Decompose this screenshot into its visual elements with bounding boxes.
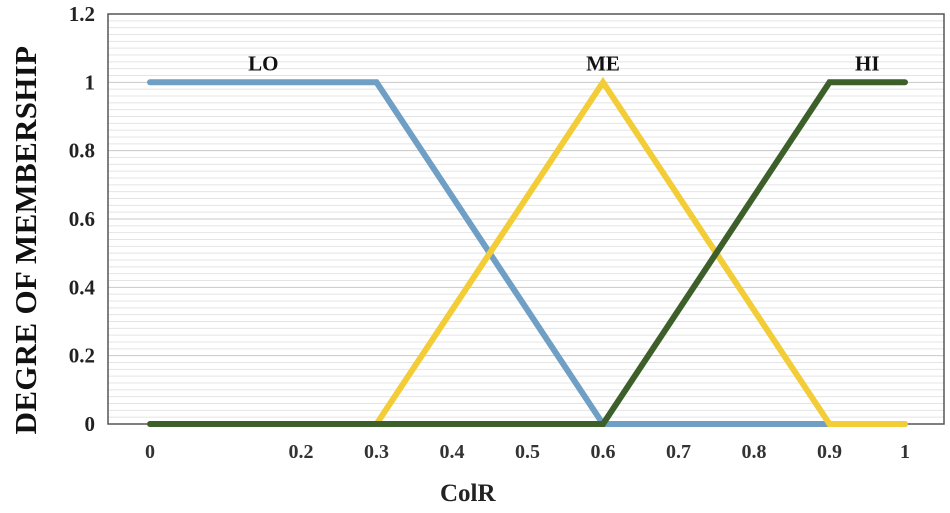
x-tick-label: 0.3 <box>364 441 389 463</box>
series-label-lo: LO <box>248 51 278 75</box>
y-axis-ticks: 0 0.2 0.4 0.6 0.8 1 1.2 <box>69 2 96 436</box>
x-tick-label: 0.8 <box>742 441 767 463</box>
series-lines <box>147 76 908 427</box>
y-tick-label: 0.8 <box>69 139 95 163</box>
x-tick-label: 1 <box>900 441 910 463</box>
y-tick-label: 1.2 <box>69 2 95 26</box>
x-tick-label: 0.5 <box>515 441 540 463</box>
y-tick-label: 0.2 <box>69 344 95 368</box>
series-line-hi <box>147 79 908 427</box>
x-tick-label: 0 <box>145 441 155 463</box>
x-tick-label: 0.6 <box>591 441 616 463</box>
series-label-me: ME <box>586 51 620 75</box>
x-axis-label: ColR <box>440 480 496 507</box>
x-tick-label: 0.2 <box>289 441 314 463</box>
grid-lines <box>108 20 944 418</box>
series-label-hi: HI <box>855 51 880 75</box>
y-axis-label: DEGRE OF MEMBERSHIP <box>8 45 43 435</box>
x-tick-label: 0.4 <box>440 441 465 463</box>
series-labels: LO ME HI <box>248 51 879 75</box>
x-tick-label: 0.7 <box>666 441 691 463</box>
x-axis-ticks: 0 0.2 0.3 0.4 0.5 0.6 0.7 0.8 0.9 1 <box>145 441 910 463</box>
x-tick-label: 0.9 <box>817 441 842 463</box>
y-tick-label: 1 <box>85 70 96 94</box>
y-tick-label: 0 <box>85 412 96 436</box>
y-tick-label: 0.6 <box>69 207 95 231</box>
y-axis-label-container: DEGRE OF MEMBERSHIP <box>0 0 50 513</box>
y-tick-label: 0.4 <box>69 275 96 299</box>
